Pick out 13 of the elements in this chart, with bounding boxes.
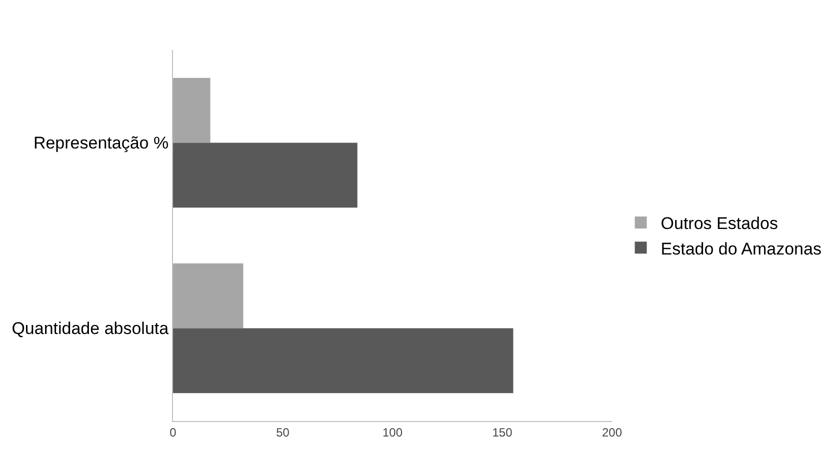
- x-tick-label: 150: [492, 425, 513, 440]
- bar: [173, 263, 244, 328]
- y-tick-label: Quantidade absoluta: [12, 319, 170, 338]
- x-tick-label: 200: [602, 425, 622, 440]
- bar: [173, 78, 210, 143]
- bar: [173, 328, 514, 394]
- bar: [173, 142, 358, 208]
- x-tick-label: 0: [170, 425, 177, 440]
- x-tick-label: 100: [382, 425, 403, 440]
- y-tick-label: Representação %: [33, 134, 169, 153]
- legend-label: Estado do Amazonas: [660, 239, 822, 258]
- legend-label: Outros Estados: [660, 214, 778, 234]
- x-tick-label: 50: [276, 425, 290, 440]
